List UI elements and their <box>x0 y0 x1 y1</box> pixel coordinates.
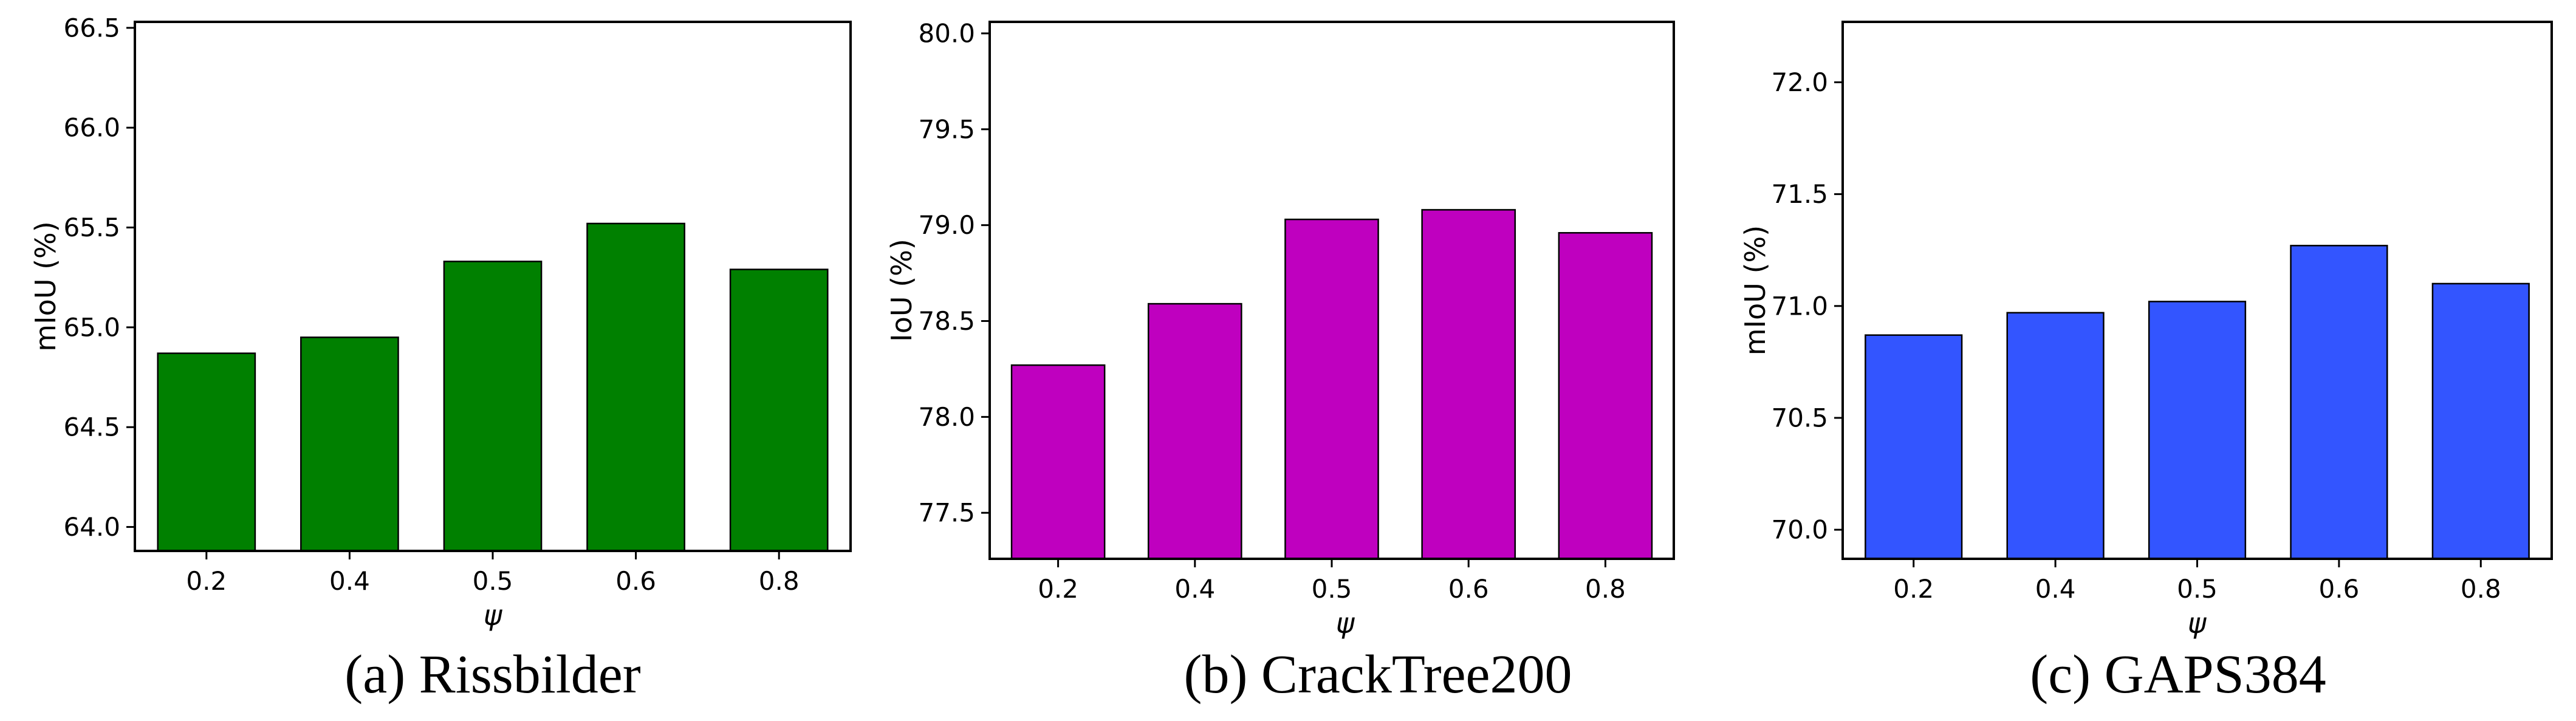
x-tick-label: 0.2 <box>1893 574 1934 604</box>
y-tick-label: 65.0 <box>63 312 120 342</box>
y-tick-label: 78.5 <box>918 306 975 336</box>
y-tick-label: 64.5 <box>63 412 120 442</box>
subplot-caption: (a) Rissbilder <box>344 644 640 705</box>
subplot-caption: (c) GAPS384 <box>2030 644 2326 705</box>
x-tick-label: 0.5 <box>2177 574 2218 604</box>
y-tick-label: 79.5 <box>918 114 975 144</box>
y-axis-label: mIoU (%) <box>1739 225 1772 355</box>
x-tick-label: 0.6 <box>615 566 656 596</box>
x-tick-label: 0.2 <box>1038 574 1078 604</box>
bar-0.5 <box>1284 218 1379 560</box>
x-axis-label: ψ <box>484 599 503 632</box>
y-tick-label: 71.0 <box>1771 291 1828 321</box>
y-tick-label: 78.0 <box>918 402 975 432</box>
y-axis-label: IoU (%) <box>885 239 918 342</box>
x-tick-label: 0.6 <box>1448 574 1489 604</box>
x-tick-label: 0.5 <box>473 566 513 596</box>
x-tick-label: 0.2 <box>186 566 227 596</box>
bar-0.4 <box>2006 312 2105 560</box>
bar-0.2 <box>1010 364 1106 560</box>
x-tick-label: 0.4 <box>1174 574 1215 604</box>
x-tick-label: 0.4 <box>329 566 370 596</box>
y-tick-label: 66.5 <box>63 13 120 43</box>
x-tick-label: 0.5 <box>1312 574 1352 604</box>
y-tick-label: 77.5 <box>918 498 975 528</box>
y-axis-label: mIoU (%) <box>29 221 62 351</box>
bar-0.8 <box>2431 282 2530 560</box>
bar-0.4 <box>300 337 399 552</box>
y-tick-label: 70.0 <box>1771 515 1828 545</box>
bar-0.6 <box>1421 209 1516 560</box>
bar-0.5 <box>2148 301 2247 560</box>
bar-0.2 <box>1865 334 1963 560</box>
y-tick-label: 64.0 <box>63 512 120 542</box>
x-tick-label: 0.4 <box>2035 574 2076 604</box>
x-tick-label: 0.8 <box>2461 574 2501 604</box>
y-tick-label: 72.0 <box>1771 67 1828 97</box>
x-axis-label: ψ <box>1336 607 1355 640</box>
x-tick-label: 0.6 <box>2319 574 2360 604</box>
subplot-caption: (b) CrackTree200 <box>1184 644 1572 705</box>
y-tick-label: 80.0 <box>918 18 975 48</box>
x-axis-label: ψ <box>2188 607 2207 640</box>
x-tick-label: 0.8 <box>759 566 800 596</box>
y-tick-label: 66.0 <box>63 113 120 143</box>
bar-0.8 <box>729 268 829 552</box>
bar-0.6 <box>2290 245 2388 560</box>
y-tick-label: 70.5 <box>1771 403 1828 432</box>
bar-0.6 <box>586 222 685 552</box>
y-tick-label: 79.0 <box>918 210 975 240</box>
y-tick-label: 65.5 <box>63 213 120 242</box>
bar-0.8 <box>1558 232 1653 560</box>
y-tick-label: 71.5 <box>1771 179 1828 209</box>
bar-0.2 <box>157 352 256 552</box>
bar-0.5 <box>443 261 543 552</box>
bar-0.4 <box>1147 302 1242 560</box>
x-tick-label: 0.8 <box>1585 574 1626 604</box>
